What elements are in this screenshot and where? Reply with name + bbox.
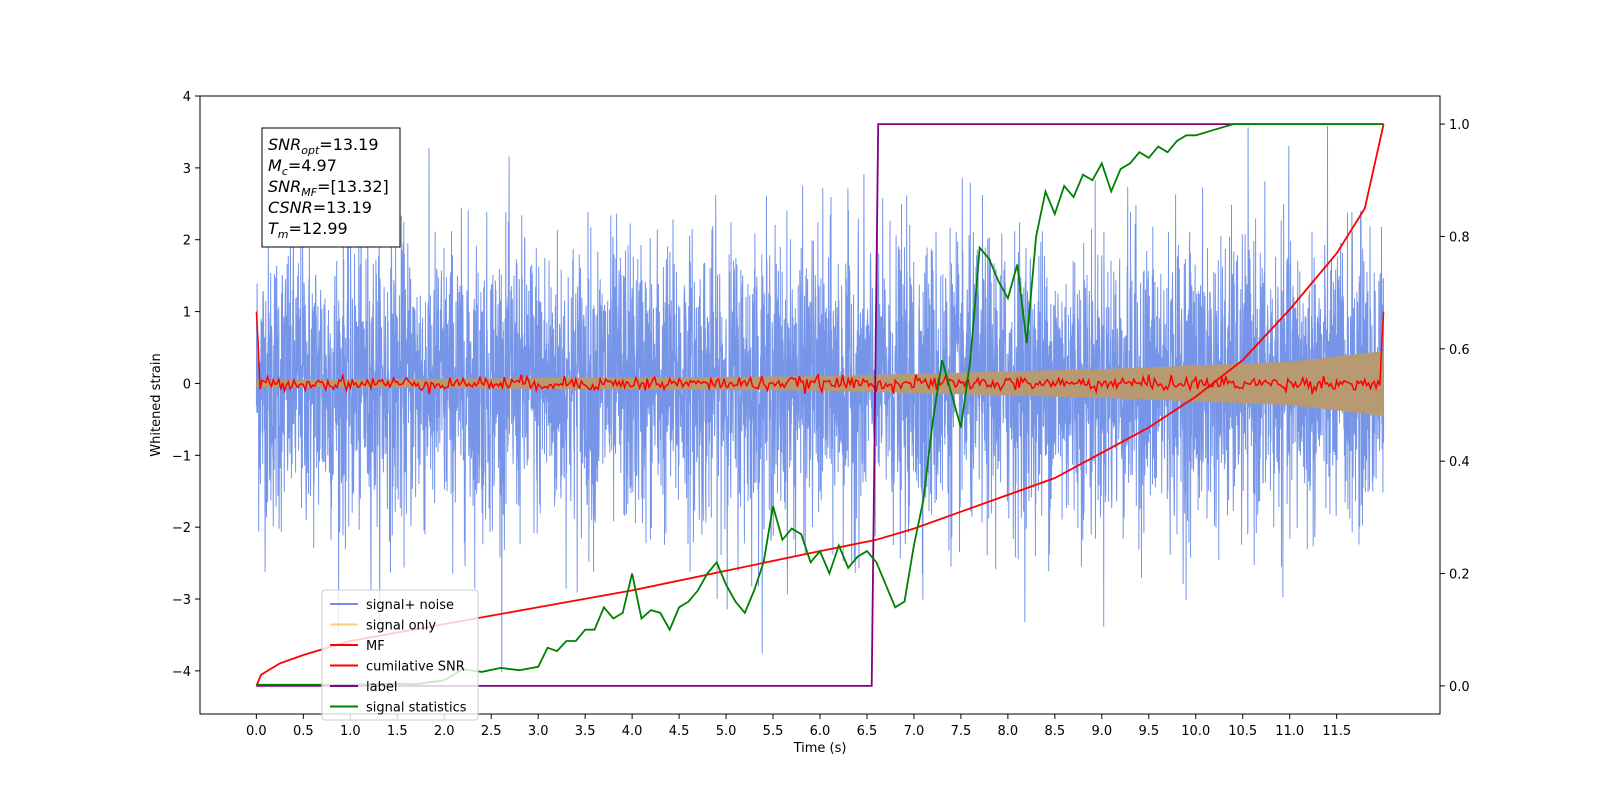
y-tick-label: 1	[183, 306, 191, 321]
legend-label: MF	[366, 639, 385, 654]
y-tick-label: −1	[172, 449, 191, 464]
x-tick-label: 2.5	[481, 724, 502, 739]
x-tick-label: 3.5	[575, 724, 596, 739]
x-axis-label: Time (s)	[793, 741, 847, 756]
y-tick-label: 3	[183, 162, 191, 177]
x-tick-label: 5.0	[716, 724, 737, 739]
legend-label: signal+ noise	[366, 598, 454, 613]
info-line: Mc=4.97	[268, 156, 337, 178]
x-tick-label: 1.0	[340, 724, 361, 739]
y-tick-label: 4	[183, 90, 191, 105]
series-signal-statistics	[256, 123, 1384, 686]
x-tick-label: 8.0	[998, 724, 1019, 739]
legend-label: signal statistics	[366, 701, 467, 716]
y-tick-label: −3	[172, 593, 191, 608]
y2-tick-label: 0.8	[1449, 230, 1470, 245]
info-line: CSNR=13.19	[268, 198, 372, 217]
y2-tick-label: 0.4	[1449, 455, 1470, 470]
series-mf	[255, 311, 1385, 395]
legend-label: cumilative SNR	[366, 660, 465, 675]
info-line: SNRMF=[13.32]	[268, 177, 389, 199]
y2-tick-label: 0.6	[1449, 343, 1470, 358]
y2-tick-label: 0.2	[1449, 568, 1470, 583]
y-tick-label: 2	[183, 234, 191, 249]
y-tick-label: −4	[172, 665, 191, 680]
legend-frame	[321, 589, 479, 721]
x-tick-label: 4.0	[622, 724, 643, 739]
x-tick-label: 9.0	[1091, 724, 1112, 739]
info-box: SNRopt=13.19Mc=4.97SNRMF=[13.32]CSNR=13.…	[261, 127, 401, 248]
series-signal-noise	[255, 125, 1385, 673]
x-tick-label: 5.5	[763, 724, 784, 739]
info-box-frame	[261, 127, 401, 248]
x-tick-label: 3.0	[528, 724, 549, 739]
legend: signal+ noise signal only MF cumilative SNR…	[321, 589, 479, 721]
axes: 0.0 0.5 1.0 1.5 2.0 2.5 3.0 3.5 4.0 4.5 5.0 5.5 6.0 6…	[172, 90, 1470, 739]
y-tick-label: 0	[183, 377, 191, 392]
x-tick-label: 0.0	[246, 724, 267, 739]
x-tick-label: 4.5	[669, 724, 690, 739]
legend-label: label	[366, 680, 397, 695]
y2-tick-label: 1.0	[1449, 118, 1470, 133]
x-tick-label: 11.0	[1275, 724, 1304, 739]
y2-tick-label: 0.0	[1449, 680, 1470, 695]
x-tick-label: 7.5	[951, 724, 972, 739]
x-tick-label: 9.5	[1138, 724, 1159, 739]
series-label	[256, 123, 1384, 687]
x-tick-label: 6.5	[857, 724, 878, 739]
x-tick-label: 10.0	[1181, 724, 1210, 739]
x-tick-label: 7.0	[904, 724, 925, 739]
y-axis-label: Whitened strain	[149, 353, 164, 456]
x-tick-label: 1.5	[387, 724, 408, 739]
x-tick-label: 6.0	[810, 724, 831, 739]
info-line: SNRopt=13.19	[268, 135, 379, 157]
x-tick-label: 10.5	[1228, 724, 1257, 739]
x-tick-label: 8.5	[1045, 724, 1066, 739]
legend-label: signal only	[366, 619, 436, 634]
info-line: Tm=12.99	[268, 219, 348, 241]
x-tick-label: 11.5	[1322, 724, 1351, 739]
x-tick-label: 2.0	[434, 724, 455, 739]
y-tick-label: −2	[172, 521, 191, 536]
x-tick-label: 0.5	[293, 724, 314, 739]
